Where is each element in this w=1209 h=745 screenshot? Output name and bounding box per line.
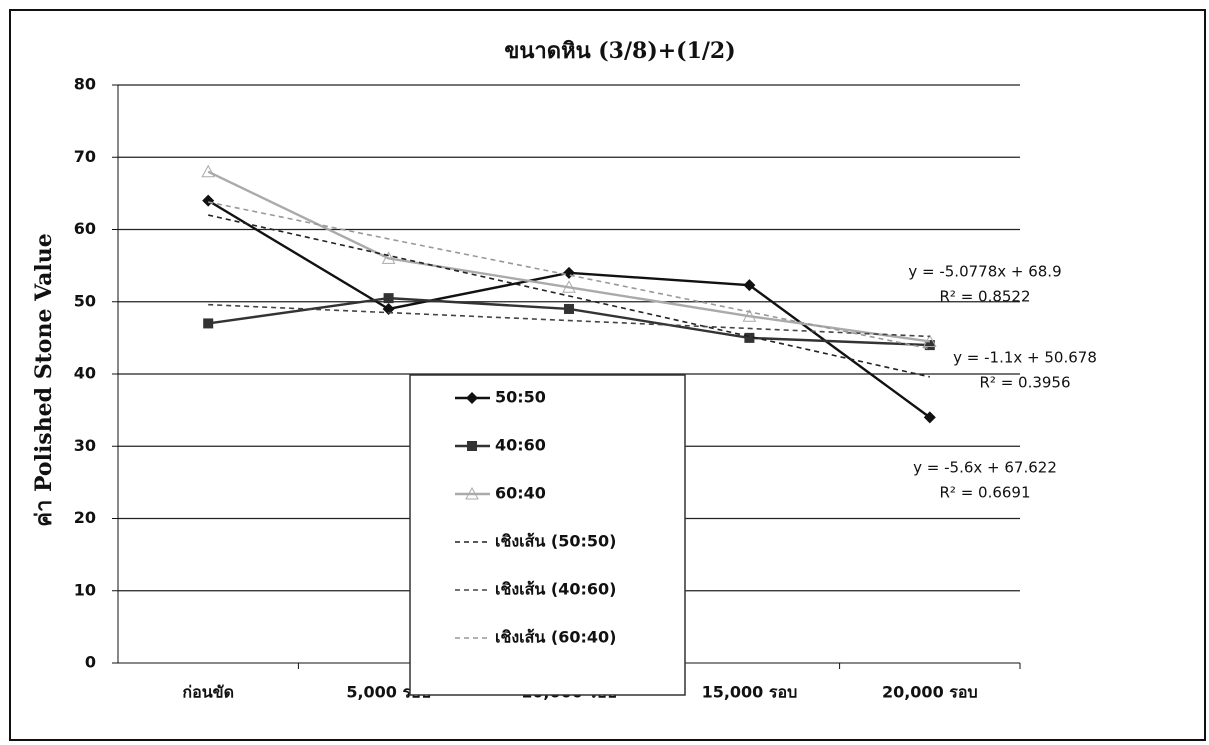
x-tick-label: ก่อนขัด — [182, 683, 234, 702]
point — [201, 164, 216, 178]
chart-frame — [9, 9, 1206, 741]
y-tick-label: 30 — [74, 436, 96, 455]
legend-label: 50:50 — [495, 388, 546, 407]
trend-line — [208, 201, 930, 350]
legend-label: เชิงเส้น (50:50) — [495, 532, 616, 551]
point — [467, 441, 477, 451]
trend-equation: R² = 0.8522 — [939, 288, 1030, 306]
legend-label: 40:60 — [495, 436, 546, 455]
point — [744, 332, 755, 343]
trend-equation: R² = 0.6691 — [939, 484, 1030, 502]
y-tick-label: 20 — [74, 508, 96, 527]
point — [203, 318, 214, 329]
legend: 50:50 40:60 60:40 เชิงเส้น (50:50) เชิงเส้น … — [409, 374, 686, 696]
series-line — [207, 170, 930, 343]
y-tick-label: 0 — [85, 653, 96, 672]
point — [743, 279, 756, 292]
x-tick-label: 20,000 รอบ — [882, 683, 978, 702]
chart-title: ขนาดหิน (3/8)+(1/2) — [504, 38, 735, 64]
legend-box — [409, 374, 686, 696]
y-tick-label: 70 — [74, 147, 96, 166]
trend-equation: y = -1.1x + 50.678 — [953, 349, 1097, 367]
point — [202, 194, 215, 207]
x-tick-label: 15,000 รอบ — [702, 683, 798, 702]
point — [562, 280, 576, 293]
point — [383, 293, 394, 304]
y-tick-label: 40 — [74, 364, 96, 383]
point — [922, 334, 937, 347]
trend-line — [208, 303, 930, 338]
y-tick-label: 50 — [74, 291, 96, 310]
legend-label: เชิงเส้น (40:60) — [495, 580, 616, 599]
point — [742, 309, 757, 322]
point — [465, 486, 479, 500]
point — [381, 251, 396, 264]
y-axis-label: ค่า Polished Stone Value — [31, 233, 57, 527]
trend-equation: R² = 0.3956 — [979, 374, 1070, 392]
y-tick-label: 80 — [74, 75, 96, 94]
trend-equation: y = -5.0778x + 68.9 — [908, 263, 1061, 281]
trend-line — [208, 214, 930, 378]
legend-label: 60:40 — [495, 484, 546, 503]
point — [563, 266, 575, 279]
point — [466, 392, 478, 404]
point — [923, 411, 936, 424]
y-tick-label: 10 — [74, 580, 96, 599]
point — [564, 303, 574, 314]
legend-label: เชิงเส้น (60:40) — [495, 628, 616, 647]
y-tick-label: 60 — [74, 219, 96, 238]
trend-equation: y = -5.6x + 67.622 — [913, 459, 1057, 477]
point — [924, 340, 935, 351]
